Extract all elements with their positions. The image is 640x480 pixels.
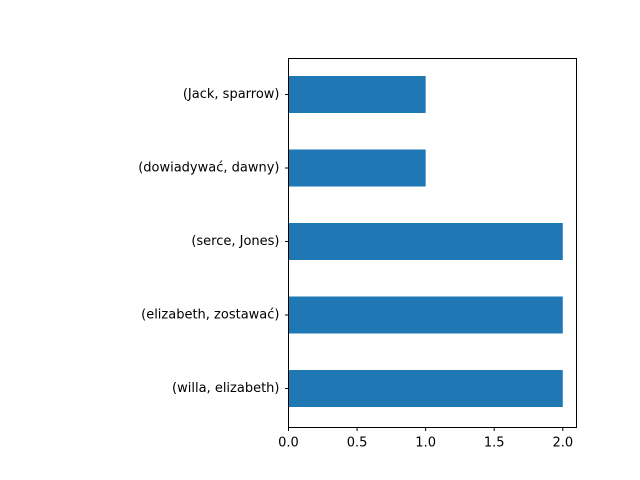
x-axis-ticks: 0.0 0.5 1.0 1.5 2.0 <box>278 427 573 451</box>
bar <box>288 149 426 187</box>
bar <box>288 370 563 407</box>
x-tick-label: 2.0 <box>552 436 573 451</box>
y-tick-label: (Jack, sparrow) <box>183 87 280 102</box>
bar <box>288 223 563 260</box>
y-tick-label: (elizabeth, zostawać) <box>141 308 279 323</box>
bars <box>288 76 563 407</box>
y-tick-label: (serce, Jones) <box>191 234 279 249</box>
y-tick-label: (willa, elizabeth) <box>172 381 279 396</box>
y-axis-ticks: (Jack, sparrow) (dowiadywać, dawny) (serce… <box>138 87 289 396</box>
x-tick-label: 1.0 <box>415 436 436 451</box>
x-tick-label: 1.5 <box>484 436 505 451</box>
y-tick-label: (dowiadywać, dawny) <box>138 161 279 176</box>
axes-frame <box>288 58 577 428</box>
bar <box>288 76 426 113</box>
x-tick-label: 0.5 <box>347 436 368 451</box>
bar <box>288 296 563 334</box>
x-tick-label: 0.0 <box>278 436 299 451</box>
